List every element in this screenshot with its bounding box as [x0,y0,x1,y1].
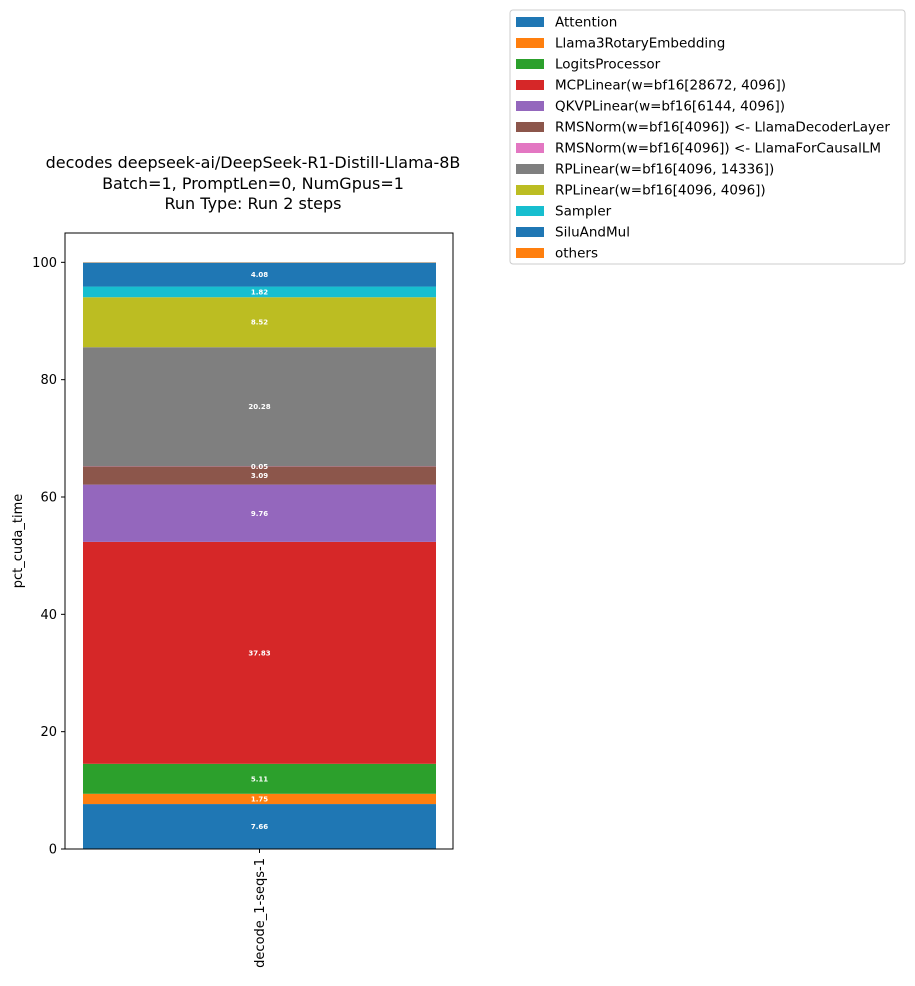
bar-segment-3 [83,763,436,794]
bar-segment-10 [83,286,436,298]
y-tick-label: 20 [40,725,57,740]
x-axis-ticks: decode_1-seqs-1 [253,849,268,968]
bar-value-label-9: 8.52 [251,319,268,327]
legend-label-2: Llama3RotaryEmbedding [555,36,725,52]
legend-swatch-4 [516,80,544,90]
chart-title-line-2: Batch=1, PromptLen=0, NumGpus=1 [102,174,404,193]
chart-title-line-3: Run Type: Run 2 steps [165,194,342,213]
bar-value-label-7: 0.05 [251,463,268,471]
legend-label-3: LogitsProcessor [555,57,661,73]
x-tick-label: decode_1-seqs-1 [253,858,268,968]
legend-label-7: RMSNorm(w=bf16[4096]) <- LlamaForCausalL… [555,141,881,157]
legend-swatch-2 [516,38,544,48]
legend-swatch-12 [516,248,544,258]
bar-value-label-5: 9.76 [251,510,268,518]
legend-label-12: others [555,246,598,262]
bar-segment-1 [83,804,436,849]
legend-swatch-3 [516,59,544,69]
data-labels-layer: 7.66 1.75 5.11 37.83 9.76 3.090.05 20.28 8.52 1.… [248,271,270,831]
bar-value-label-3: 5.11 [251,775,268,783]
bar-value-label-1: 7.66 [251,823,268,831]
bar-segment-8 [83,347,436,467]
legend-label-1: Attention [555,15,617,31]
bar-value-label-2: 1.75 [251,795,268,803]
legend-frame [509,9,906,265]
legend-swatch-6 [516,122,544,132]
bar-value-label-11: 4.08 [251,271,268,279]
y-tick-label: 0 [49,843,57,858]
bar-value-label-4: 37.83 [248,649,270,657]
legend-swatch-1 [516,17,544,27]
bars-layer [83,262,436,849]
y-tick-label: 80 [40,373,57,388]
bar-value-label-8: 20.28 [248,403,270,411]
bar-segment-2 [83,793,436,805]
y-tick-label: 40 [40,608,57,623]
legend-swatch-8 [516,164,544,174]
legend-label-4: MCPLinear(w=bf16[28672, 4096]) [555,78,786,94]
legend-label-5: QKVPLinear(w=bf16[6144, 4096]) [555,99,785,115]
y-tick-label: 60 [40,491,57,506]
legend-swatch-11 [516,227,544,237]
bar-value-label-10: 1.82 [251,288,268,296]
y-tick-label: 100 [32,256,57,271]
bar-segment-9 [83,297,436,348]
y-axis-ticks: 0 20 40 60 80 100 [32,256,65,858]
legend-swatch-9 [516,185,544,195]
bar-segment-4 [83,541,436,764]
bar-segment-6 [83,466,436,485]
bar-segment-11 [83,262,436,287]
legend-swatch-5 [516,101,544,111]
y-axis-label: pct_cuda_time [11,494,26,588]
bar-segment-5 [83,484,436,542]
legend-label-8: RPLinear(w=bf16[4096, 14336]) [555,162,774,178]
legend-swatch-7 [516,143,544,153]
chart-title-line-1: decodes deepseek-ai/DeepSeek-R1-Distill-… [46,153,461,172]
legend-label-9: RPLinear(w=bf16[4096, 4096]) [555,183,766,199]
legend-label-6: RMSNorm(w=bf16[4096]) <- LlamaDecoderLay… [555,120,890,136]
bar-value-label-6: 3.09 [251,472,268,480]
legend-label-10: Sampler [555,204,612,220]
legend-label-11: SiluAndMul [555,225,630,241]
legend: Attention Llama3RotaryEmbedding LogitsProc… [509,9,906,265]
legend-swatch-10 [516,206,544,216]
